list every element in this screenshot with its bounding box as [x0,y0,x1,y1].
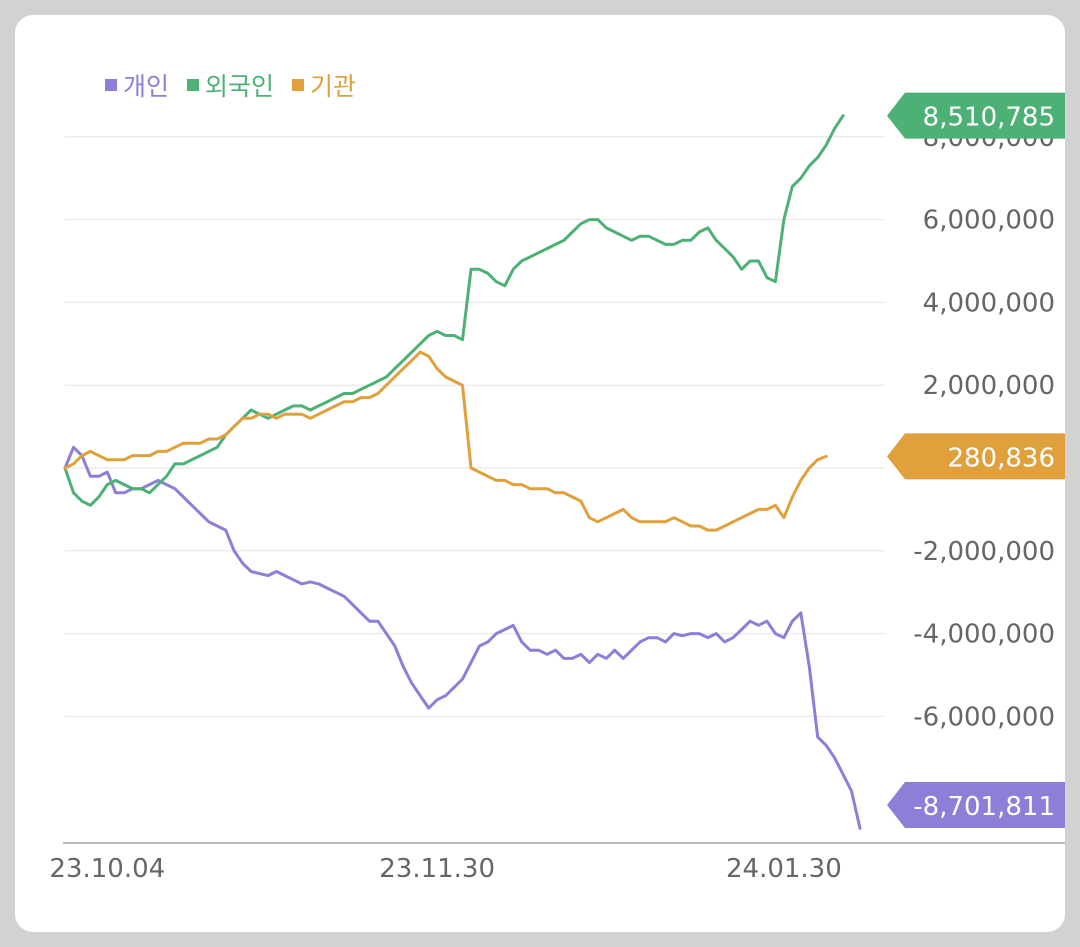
legend-label-institution: 기관 [310,72,357,101]
last-value-tag-institution: 280,836 [887,433,1065,480]
y-axis-ticks: 8,000,0006,000,0004,000,0002,000,000-2,0… [913,123,1055,733]
y-tick-label: 4,000,000 [923,288,1055,318]
legend-swatch-foreign [187,79,200,91]
tag-value: 280,836 [947,443,1055,473]
legend-swatch-individual [105,79,117,91]
y-tick-label: 6,000,000 [923,206,1055,236]
tag-background [887,92,1065,139]
series-lines [63,114,862,830]
series-line-institution [63,350,828,532]
last-value-tags: -8,701,811 8,510,785 280,836 [887,92,1065,828]
x-tick-label: 23.11.30 [379,854,495,884]
x-tick-label: 23.10.04 [49,854,165,884]
legend-item-individual[interactable]: 개인 [105,67,169,103]
x-tick-label: 24.01.30 [726,854,842,884]
chart-legend[interactable]: 개인 외국인 기관 [105,67,356,103]
legend-item-foreign[interactable]: 외국인 [187,67,274,103]
legend-label-individual: 개인 [123,72,170,101]
tag-background [887,782,1065,828]
y-tick-label: -6,000,000 [913,702,1055,732]
tag-value: 8,510,785 [923,103,1055,133]
y-tick-label: -2,000,000 [913,537,1055,567]
y-tick-label: 2,000,000 [923,371,1055,401]
series-line-individual [63,445,862,830]
last-value-tag-foreign: 8,510,785 [887,92,1065,139]
legend-swatch-institution [292,79,305,91]
tag-value: -8,701,811 [913,792,1055,822]
x-tick-label: 24.03.29 [1064,854,1065,884]
y-tick-label: -4,000,000 [913,620,1055,650]
legend-label-foreign: 외국인 [205,72,275,101]
x-axis-ticks: 23.10.04 23.11.30 24.01.30 24.03.29 [49,854,1065,884]
grid-lines [65,136,885,718]
last-value-tag-individual: -8,701,811 [887,782,1065,828]
line-chart: 8,000,0006,000,0004,000,0002,000,000-2,0… [49,92,1065,884]
tag-background [887,433,1065,480]
series-line-foreign [63,114,845,507]
chart-card: 8,000,0006,000,0004,000,0002,000,000-2,0… [15,15,1065,932]
legend-item-institution[interactable]: 기관 [292,67,356,103]
